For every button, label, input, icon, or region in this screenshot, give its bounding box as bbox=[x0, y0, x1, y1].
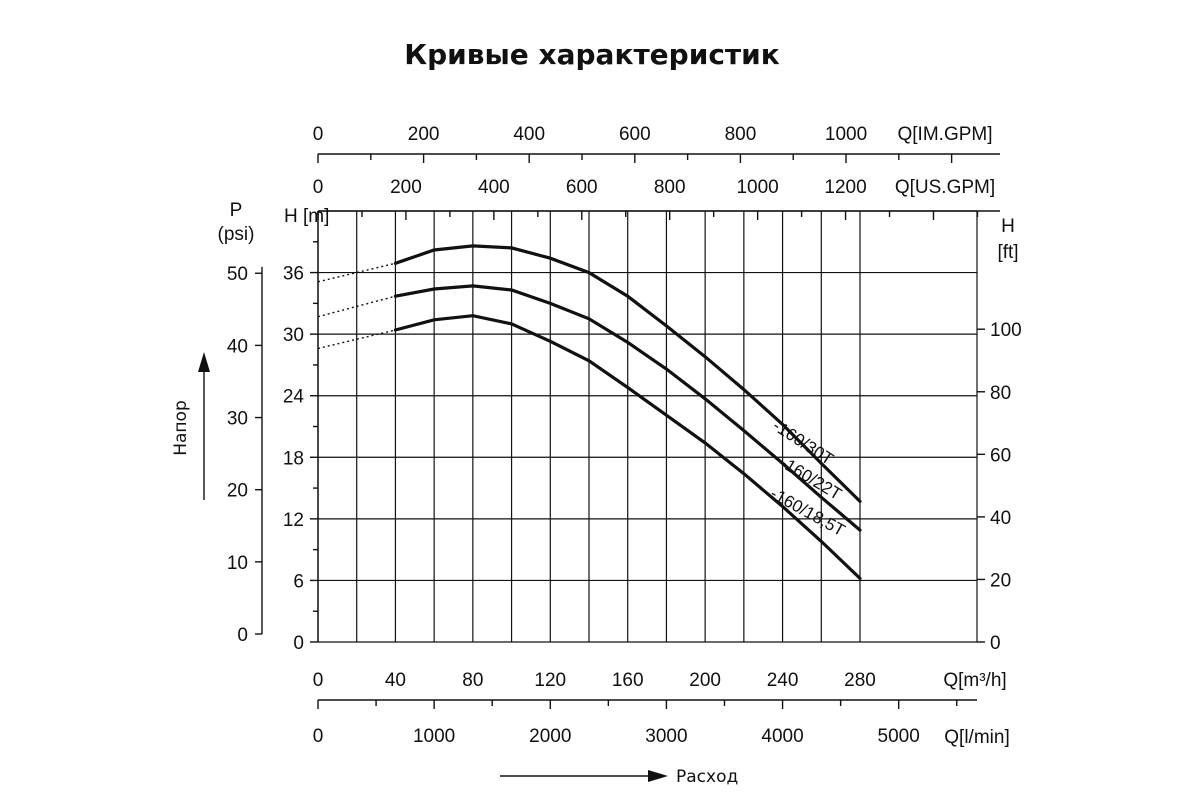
lmin-tick-label: 1000 bbox=[413, 726, 455, 747]
ft-unit-label-1: H bbox=[1001, 216, 1015, 237]
im-gpm-tick-label: 1000 bbox=[825, 124, 867, 145]
lmin-unit-label: Q[l/min] bbox=[944, 727, 1009, 748]
grid bbox=[317, 210, 978, 643]
y-tick-label: 24 bbox=[283, 387, 305, 408]
us-gpm-unit-label: Q[US.GPM] bbox=[895, 177, 995, 198]
curve-line bbox=[393, 244, 862, 503]
us-gpm-tick-label: 400 bbox=[478, 177, 510, 198]
axes bbox=[255, 153, 1000, 709]
us-gpm-tick-label: 1200 bbox=[824, 177, 866, 198]
y-arrow-head bbox=[198, 352, 210, 372]
x-tick-label: 160 bbox=[612, 670, 644, 691]
lmin-tick-label: 0 bbox=[313, 726, 324, 747]
im-gpm-tick-label: 600 bbox=[619, 124, 651, 145]
curve-line bbox=[393, 314, 862, 580]
lmin-tick-label: 2000 bbox=[529, 726, 571, 747]
us-gpm-tick-label: 800 bbox=[654, 177, 686, 198]
x-tick-label: 0 bbox=[313, 670, 324, 691]
curve-line bbox=[393, 284, 862, 532]
y-axis-title: Напор bbox=[171, 400, 191, 456]
im-gpm-tick-label: 0 bbox=[313, 124, 324, 145]
y-unit-label: H [m] bbox=[284, 206, 329, 227]
psi-tick-label: 10 bbox=[227, 553, 248, 574]
curve-dotted-extension bbox=[317, 329, 396, 350]
x-unit-label: Q[m³/h] bbox=[943, 670, 1006, 691]
lmin-tick-label: 4000 bbox=[761, 726, 803, 747]
psi-tick-label: 20 bbox=[227, 481, 248, 502]
x-tick-label: 40 bbox=[385, 670, 406, 691]
x-axis-title: Расход bbox=[676, 767, 738, 787]
y-tick-label: 0 bbox=[293, 633, 304, 654]
x-tick-label: 280 bbox=[844, 670, 876, 691]
ft-tick-label: 100 bbox=[990, 320, 1022, 341]
chart-title: Кривые характеристик bbox=[404, 38, 780, 71]
us-gpm-tick-label: 200 bbox=[390, 177, 422, 198]
us-gpm-tick-label: 0 bbox=[313, 177, 324, 198]
im-gpm-tick-label: 400 bbox=[513, 124, 545, 145]
x-tick-label: 80 bbox=[462, 670, 483, 691]
ft-tick-label: 80 bbox=[990, 383, 1011, 404]
ft-tick-label: 40 bbox=[990, 508, 1011, 529]
y-tick-label: 18 bbox=[283, 448, 304, 469]
x-tick-label: 240 bbox=[767, 670, 799, 691]
lmin-tick-label: 5000 bbox=[878, 726, 920, 747]
y-tick-label: 12 bbox=[283, 510, 304, 531]
ft-tick-label: 0 bbox=[990, 633, 1001, 654]
im-gpm-unit-label: Q[IM.GPM] bbox=[898, 124, 993, 145]
psi-tick-label: 50 bbox=[227, 264, 248, 285]
ft-unit-label-2: [ft] bbox=[997, 242, 1018, 263]
psi-tick-label: 0 bbox=[237, 625, 248, 646]
x-arrow-head bbox=[648, 770, 668, 782]
y-tick-label: 30 bbox=[283, 325, 304, 346]
psi-unit-label-1: P bbox=[230, 200, 243, 221]
im-gpm-tick-label: 800 bbox=[725, 124, 757, 145]
x-tick-label: 120 bbox=[534, 670, 566, 691]
axis-labels: Q[m³/h] Q[IM.GPM] Q[US.GPM] Q[l/min] H [… bbox=[171, 124, 1019, 787]
x-tick-label: 200 bbox=[689, 670, 721, 691]
ft-tick-label: 60 bbox=[990, 445, 1011, 466]
curve-dotted-extension bbox=[317, 295, 396, 318]
curve-dotted-extension bbox=[317, 262, 396, 283]
lmin-tick-label: 3000 bbox=[645, 726, 687, 747]
psi-tick-label: 40 bbox=[227, 336, 248, 357]
im-gpm-tick-label: 200 bbox=[408, 124, 440, 145]
us-gpm-tick-label: 1000 bbox=[736, 177, 778, 198]
y-tick-label: 36 bbox=[283, 264, 304, 285]
psi-tick-label: 30 bbox=[227, 409, 248, 430]
y-tick-label: 6 bbox=[293, 571, 304, 592]
ft-tick-label: 20 bbox=[990, 570, 1011, 591]
us-gpm-tick-label: 600 bbox=[566, 177, 598, 198]
psi-unit-label-2: (psi) bbox=[218, 224, 255, 245]
axis-arrows bbox=[198, 352, 668, 782]
